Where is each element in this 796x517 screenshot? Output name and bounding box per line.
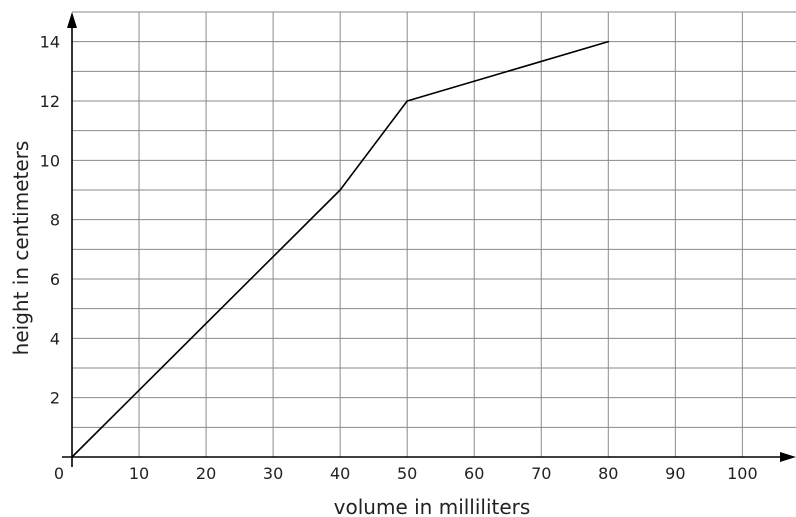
x-tick-label: 90 [665, 464, 685, 483]
y-tick-label: 6 [50, 270, 60, 289]
x-tick-labels: 10 20 30 40 50 60 70 80 90 100 [129, 464, 758, 483]
series-line-0 [71, 40, 609, 458]
y-tick-label: 4 [50, 329, 60, 348]
y-tick-label: 10 [40, 151, 60, 170]
grid [72, 11, 796, 457]
y-axis-title: height in centimeters [9, 141, 33, 356]
data-point [71, 456, 73, 458]
x-tick-label: 80 [598, 464, 618, 483]
y-tick-label: 8 [50, 211, 60, 230]
x-axis-title: volume in milliliters [334, 495, 531, 517]
x-tick-label: 30 [263, 464, 283, 483]
data-point [607, 40, 610, 43]
axes [62, 12, 796, 467]
x-tick-label: 20 [196, 464, 216, 483]
y-axis-arrow-icon [67, 12, 77, 28]
y-tick-labels: 2 4 6 8 10 12 14 [40, 33, 60, 408]
x-tick-label: 60 [464, 464, 484, 483]
series-layer [71, 40, 610, 458]
y-tick-label: 2 [50, 389, 60, 408]
x-tick-label: 100 [727, 464, 758, 483]
origin-label: 0 [54, 464, 64, 483]
x-tick-label: 50 [397, 464, 417, 483]
data-point [406, 100, 408, 102]
y-tick-label: 14 [40, 33, 60, 52]
data-point [339, 189, 341, 191]
x-axis-arrow-icon [780, 452, 796, 462]
x-tick-label: 40 [330, 464, 350, 483]
x-tick-label: 10 [129, 464, 149, 483]
y-tick-label: 12 [40, 92, 60, 111]
x-tick-label: 70 [531, 464, 551, 483]
